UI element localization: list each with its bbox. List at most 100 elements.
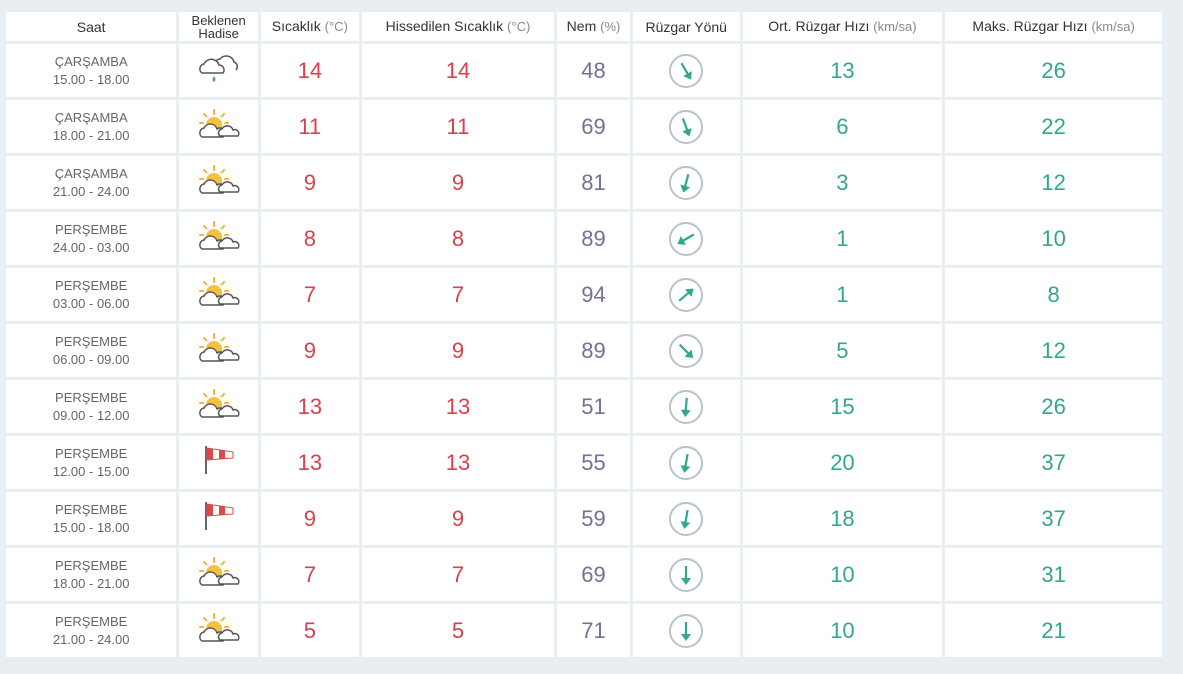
time-cell: ÇARŞAMBA 18.00 - 21.00 — [6, 100, 177, 153]
row-time-range: 12.00 - 15.00 — [52, 463, 130, 479]
wind-direction-arrow-icon — [669, 333, 704, 368]
row-time-range: 24.00 - 03.00 — [52, 239, 130, 255]
time-cell: PERŞEMBE 06.00 - 09.00 — [6, 324, 177, 377]
feels-like-value: 7 — [451, 561, 465, 587]
row-day: PERŞEMBE — [55, 557, 128, 573]
row-day: PERŞEMBE — [55, 333, 128, 349]
row-day: PERŞEMBE — [55, 501, 128, 517]
row-time-range: 18.00 - 21.00 — [52, 127, 130, 143]
windsock-icon — [199, 499, 239, 538]
avg-wind-value: 18 — [830, 505, 855, 531]
wind-direction-arrow-icon — [669, 109, 704, 144]
feels-like-value: 9 — [451, 169, 465, 195]
weather-icon-cell — [179, 324, 258, 377]
max-wind-value: 31 — [1041, 561, 1066, 587]
avg-wind-cell: 18 — [742, 492, 943, 545]
feels-like-cell: 13 — [361, 436, 555, 489]
humidity-cell: 89 — [557, 212, 630, 265]
avg-wind-value: 15 — [830, 393, 855, 419]
feels-like-value: 13 — [445, 449, 471, 475]
temperature-value: 7 — [303, 281, 316, 307]
humidity-cell: 48 — [557, 44, 630, 97]
temperature-cell: 13 — [260, 436, 359, 489]
feels-like-value: 9 — [451, 505, 465, 531]
feels-like-value: 7 — [451, 281, 465, 307]
avg-wind-cell: 10 — [742, 604, 943, 657]
partly-cloudy-icon — [196, 555, 242, 594]
feels-like-cell: 9 — [361, 156, 555, 209]
partly-cloudy-icon — [196, 387, 242, 426]
avg-wind-value: 20 — [830, 449, 855, 475]
table-row: PERŞEMBE 09.00 - 12.00 13 13 51 15 26 — [6, 380, 1162, 433]
forecast-table: Saat Beklenen Hadise Sıcaklık (°C) Hissed… — [3, 9, 1165, 660]
wind-direction-arrow-icon — [669, 277, 704, 312]
max-wind-value: 10 — [1041, 225, 1066, 251]
header-ort-ruzgar: Ort. Rüzgar Hızı (km/sa) — [742, 12, 943, 41]
header-nem: Nem (%) — [557, 12, 630, 41]
table-row: PERŞEMBE 24.00 - 03.00 8 8 89 1 10 — [6, 212, 1162, 265]
max-wind-cell: 12 — [945, 156, 1162, 209]
table-row: PERŞEMBE 03.00 - 06.00 7 7 94 1 8 — [6, 268, 1162, 321]
time-cell: PERŞEMBE 21.00 - 24.00 — [6, 604, 177, 657]
time-cell: PERŞEMBE 18.00 - 21.00 — [6, 548, 177, 601]
wind-direction-arrow-icon — [669, 445, 704, 480]
wind-direction-arrow-icon — [669, 501, 704, 536]
humidity-value: 81 — [581, 169, 606, 195]
humidity-cell: 89 — [557, 324, 630, 377]
humidity-cell: 51 — [557, 380, 630, 433]
max-wind-value: 37 — [1041, 505, 1066, 531]
max-wind-cell: 26 — [945, 44, 1162, 97]
humidity-value: 89 — [581, 225, 606, 251]
temperature-cell: 9 — [260, 156, 359, 209]
max-wind-cell: 8 — [945, 268, 1162, 321]
wind-direction-cell — [632, 324, 740, 377]
temperature-cell: 7 — [260, 268, 359, 321]
weather-icon-cell — [179, 44, 258, 97]
temperature-value: 9 — [303, 337, 316, 363]
temperature-cell: 9 — [260, 492, 359, 545]
row-time-range: 18.00 - 21.00 — [52, 575, 130, 591]
avg-wind-value: 1 — [836, 281, 849, 307]
temperature-cell: 13 — [260, 380, 359, 433]
time-cell: PERŞEMBE 24.00 - 03.00 — [6, 212, 177, 265]
header-hissedilen: Hissedilen Sıcaklık (°C) — [361, 12, 555, 41]
time-cell: ÇARŞAMBA 15.00 - 18.00 — [6, 44, 177, 97]
avg-wind-cell: 15 — [742, 380, 943, 433]
humidity-value: 59 — [581, 505, 606, 531]
row-day: PERŞEMBE — [55, 221, 128, 237]
table-header-row: Saat Beklenen Hadise Sıcaklık (°C) Hissed… — [6, 12, 1162, 41]
feels-like-value: 13 — [445, 393, 471, 419]
weather-icon-cell — [179, 156, 258, 209]
time-cell: PERŞEMBE 09.00 - 12.00 — [6, 380, 177, 433]
temperature-cell: 8 — [260, 212, 359, 265]
feels-like-value: 9 — [451, 337, 465, 363]
max-wind-value: 22 — [1041, 113, 1066, 139]
wind-direction-arrow-icon — [669, 221, 704, 256]
temperature-value: 9 — [303, 505, 316, 531]
table-row: PERŞEMBE 15.00 - 18.00 9 9 59 18 37 — [6, 492, 1162, 545]
row-time-range: 15.00 - 18.00 — [52, 519, 130, 535]
time-cell: ÇARŞAMBA 21.00 - 24.00 — [6, 156, 177, 209]
feels-like-cell: 9 — [361, 324, 555, 377]
row-day: ÇARŞAMBA — [54, 53, 128, 69]
header-hadise: Beklenen Hadise — [179, 12, 258, 41]
temperature-cell: 7 — [260, 548, 359, 601]
header-sicaklik: Sıcaklık (°C) — [260, 12, 359, 41]
row-time-range: 15.00 - 18.00 — [52, 71, 130, 87]
weather-icon-cell — [179, 604, 258, 657]
feels-like-cell: 8 — [361, 212, 555, 265]
max-wind-cell: 37 — [945, 492, 1162, 545]
temperature-value: 13 — [297, 449, 323, 475]
temperature-value: 14 — [297, 57, 323, 83]
avg-wind-cell: 6 — [742, 100, 943, 153]
wind-direction-arrow-icon — [669, 165, 704, 200]
humidity-value: 69 — [581, 113, 606, 139]
avg-wind-value: 1 — [836, 225, 849, 251]
time-cell: PERŞEMBE 15.00 - 18.00 — [6, 492, 177, 545]
temperature-value: 9 — [303, 169, 316, 195]
avg-wind-value: 10 — [830, 617, 855, 643]
table-row: PERŞEMBE 06.00 - 09.00 9 9 89 5 12 — [6, 324, 1162, 377]
humidity-cell: 94 — [557, 268, 630, 321]
row-time-range: 06.00 - 09.00 — [52, 351, 130, 367]
max-wind-value: 37 — [1041, 449, 1066, 475]
